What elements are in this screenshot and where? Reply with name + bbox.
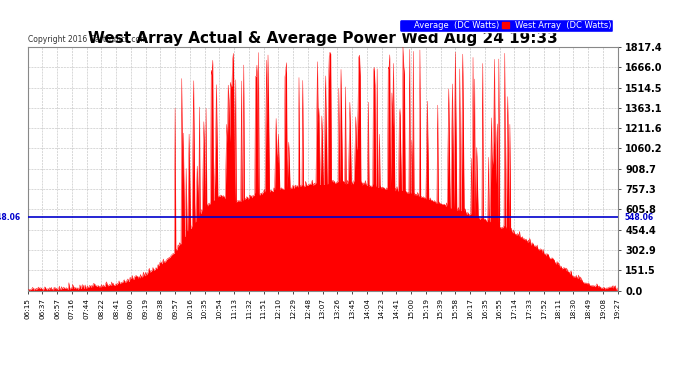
Text: 548.06: 548.06 — [625, 213, 654, 222]
Legend: Average  (DC Watts), West Array  (DC Watts): Average (DC Watts), West Array (DC Watts… — [399, 20, 613, 32]
Text: Copyright 2016 Cartronics.com: Copyright 2016 Cartronics.com — [28, 36, 147, 45]
Text: 548.06: 548.06 — [0, 213, 20, 222]
Title: West Array Actual & Average Power Wed Aug 24 19:33: West Array Actual & Average Power Wed Au… — [88, 31, 558, 46]
